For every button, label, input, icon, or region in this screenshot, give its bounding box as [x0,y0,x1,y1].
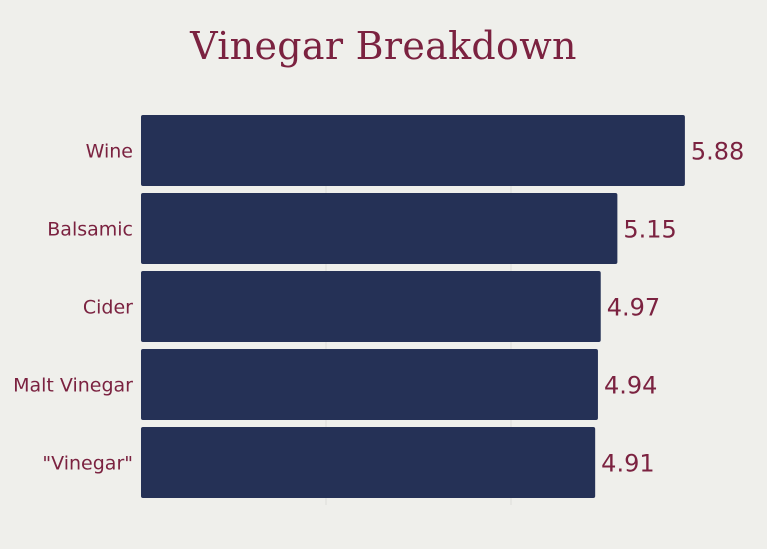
category-label: Balsamic [47,219,133,241]
bar [141,115,685,186]
category-label: Wine [86,141,133,163]
bar [141,427,596,498]
data-label: 4.91 [601,450,654,478]
category-label: Malt Vinegar [13,375,133,397]
data-label: 5.88 [691,138,744,166]
bar [141,271,601,342]
chart-title: Vinegar Breakdown [190,24,577,68]
data-label: 5.15 [623,216,676,244]
category-label: Cider [83,297,133,319]
data-label: 4.94 [604,372,657,400]
bar [141,193,618,264]
data-label: 4.97 [607,294,660,322]
bar [141,349,598,420]
category-label: "Vinegar" [42,453,133,475]
